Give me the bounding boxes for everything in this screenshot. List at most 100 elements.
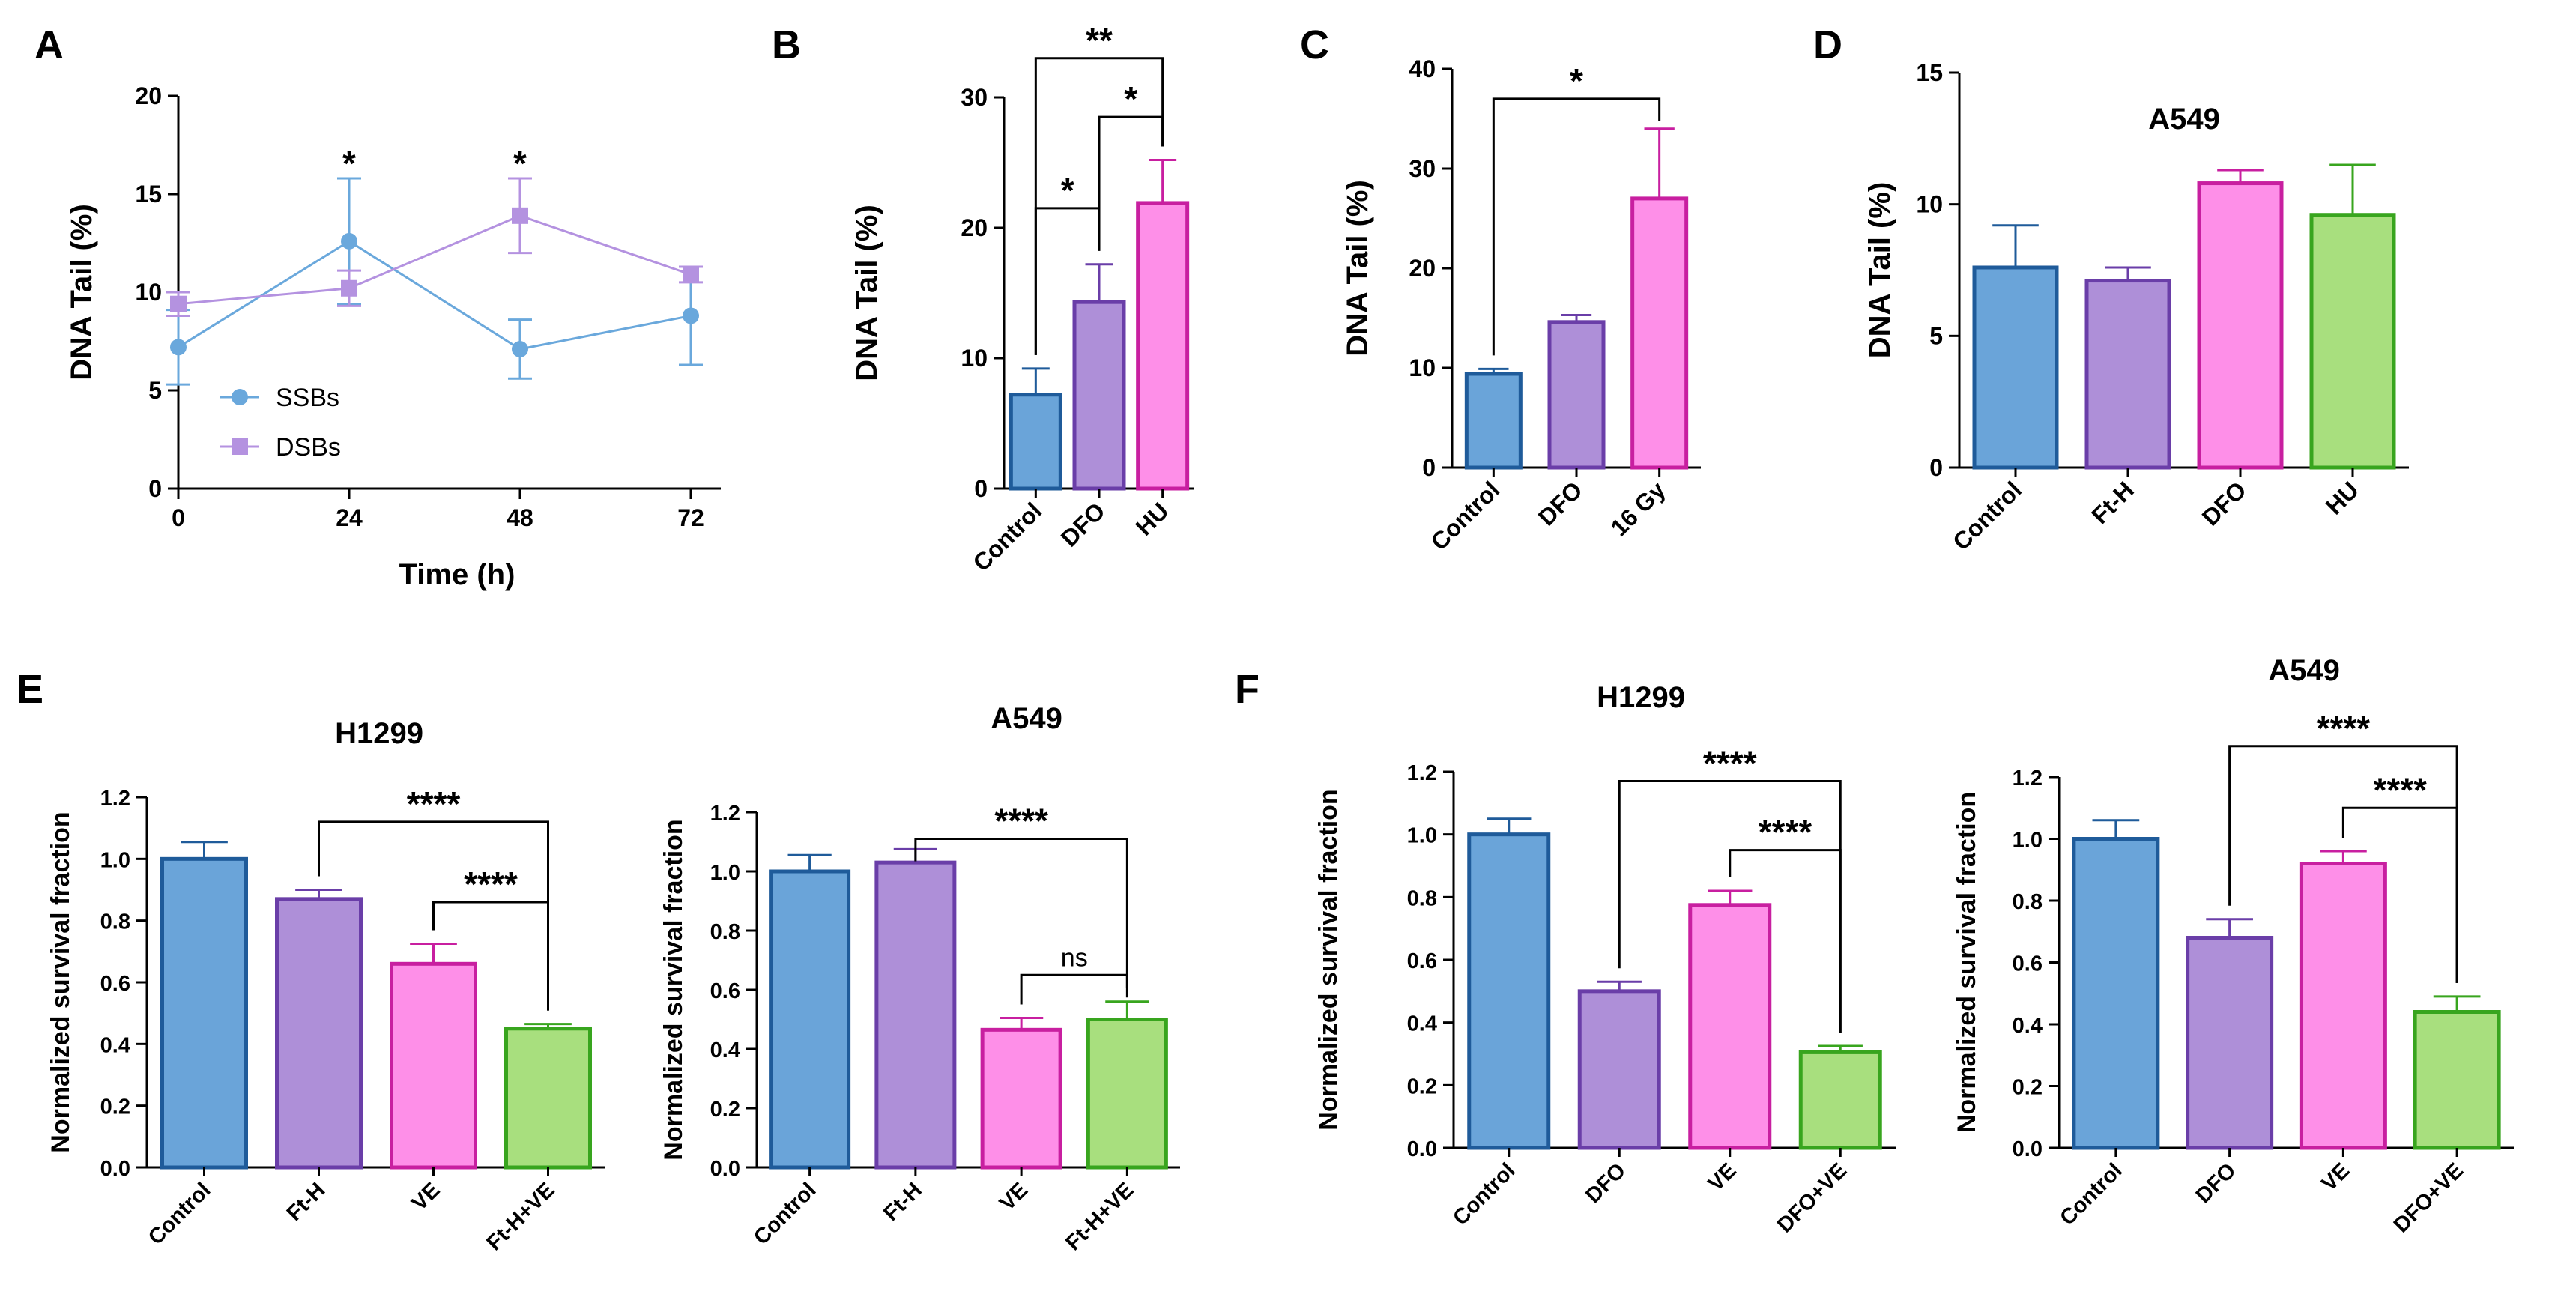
x-tick-label: DFO: [1056, 497, 1110, 551]
y-tick-label: 1.0: [1407, 824, 1437, 848]
y-tick-label: 0.4: [1407, 1012, 1437, 1036]
x-tick-label: VE: [1704, 1158, 1741, 1196]
panel-label: C: [1300, 22, 1329, 67]
bar-ft-h: [275, 897, 363, 1170]
y-tick-label: 0: [148, 475, 162, 502]
panel-e1: E H1299 0.0 0.2 0.4 0.6 0.8 1.0 1.2 Normalized su…: [16, 667, 605, 1255]
significance-label: **: [1086, 21, 1113, 60]
panel-label: E: [16, 667, 43, 712]
bar-control: [1464, 372, 1523, 470]
y-tick-label: 1.2: [100, 787, 130, 811]
significance-bracket: [2228, 745, 2458, 983]
y-tick-label: 5: [1929, 322, 1943, 349]
significance-bracket: [1034, 57, 1164, 355]
y-tick-label: 0.8: [710, 920, 740, 944]
x-tick-label: Control: [967, 497, 1047, 576]
significance-label: *: [1124, 79, 1137, 118]
y-tick-label: 0.2: [710, 1098, 740, 1122]
x-tick-label: Control: [1448, 1158, 1520, 1230]
panel-label: F: [1235, 667, 1260, 712]
y-tick-label: 1.2: [710, 802, 740, 826]
y-tick-label: 1.0: [710, 861, 740, 885]
x-tick-label: Ft-H+VE: [1061, 1178, 1138, 1255]
x-tick-label: Control: [2055, 1158, 2127, 1230]
y-tick-label: 1.0: [2013, 829, 2043, 853]
y-tick-label: 0.2: [2013, 1076, 2043, 1100]
y-tick-label: 20: [1409, 255, 1436, 282]
significance-label: ****: [407, 784, 461, 823]
significance-label: ****: [2317, 709, 2371, 748]
panel-f1: F H1299 0.0 0.2 0.4 0.6 0.8 1.0 1.2 Normalized su…: [1235, 667, 1896, 1238]
x-tick-label: VE: [995, 1178, 1032, 1215]
x-tick-label: 0: [172, 504, 185, 531]
data-point-dsbs: [170, 295, 187, 312]
y-tick-label: 0: [974, 475, 988, 502]
significance-label: *: [342, 144, 356, 183]
bar-ve: [390, 961, 477, 1170]
panel-a: A 0 5 10 15 20 DNA Tail (%) 0 24 48 72 Time (h) * * SS…: [34, 22, 721, 591]
y-tick-label: 40: [1409, 55, 1436, 82]
chart-title: H1299: [1597, 681, 1685, 714]
bar-ve: [2299, 862, 2387, 1150]
y-axis-label: DNA Tail (%): [1341, 180, 1374, 357]
x-tick-label: Ft-H: [282, 1178, 330, 1226]
y-tick-label: 0.6: [710, 979, 740, 1003]
bar-control: [160, 856, 248, 1170]
data-point-ssbs: [512, 340, 528, 357]
legend-marker: [232, 438, 248, 455]
bar-ft-h-ve: [504, 1027, 592, 1170]
bar-hu: [1136, 201, 1190, 491]
bar-hu: [2309, 213, 2396, 470]
y-tick-label: 0: [1422, 454, 1436, 481]
bar-dfo: [2197, 181, 2284, 470]
legend-item-ssbs: SSBs: [220, 384, 339, 412]
bar-dfo-ve: [2413, 1010, 2501, 1150]
significance-bracket: [1492, 97, 1661, 356]
series-line-ssbs: [178, 240, 692, 351]
panel-f2: A549 0.0 0.2 0.4 0.6 0.8 1.0 1.2 Normalized surv…: [1953, 654, 2514, 1238]
bar-control: [769, 869, 851, 1170]
y-tick-label: 15: [135, 181, 162, 208]
y-tick-label: 5: [148, 377, 162, 404]
chart-title: A549: [2148, 103, 2220, 136]
x-tick-label: VE: [407, 1178, 444, 1215]
y-tick-label: 10: [135, 279, 162, 306]
legend-label: SSBs: [276, 384, 339, 412]
y-tick-label: 1.2: [2013, 767, 2043, 790]
panel-label: B: [772, 22, 801, 67]
panel-label: A: [34, 22, 64, 67]
y-tick-label: 20: [135, 82, 162, 109]
legend-marker: [232, 389, 248, 405]
y-axis-label: DNA Tail (%): [65, 204, 98, 381]
bar-16-gy: [1630, 196, 1689, 470]
x-tick-label: DFO: [2197, 476, 2252, 530]
data-point-ssbs: [341, 232, 357, 250]
bar-ft-h-ve: [1086, 1018, 1168, 1170]
significance-label: ****: [1759, 813, 1812, 852]
bar-dfo: [1072, 300, 1126, 491]
x-tick-label: 48: [507, 504, 533, 531]
y-tick-label: 0.0: [100, 1157, 130, 1181]
y-tick-label: 0.0: [2013, 1137, 2043, 1161]
x-tick-label: 72: [677, 504, 704, 531]
y-tick-label: 0.8: [2013, 890, 2043, 914]
data-point-ssbs: [170, 339, 187, 356]
y-tick-label: 10: [1409, 354, 1436, 381]
bar-control: [1009, 393, 1062, 491]
x-tick-label: Ft-H+VE: [482, 1178, 559, 1255]
y-tick-label: 0.4: [100, 1033, 130, 1057]
y-tick-label: 0.8: [100, 910, 130, 934]
x-tick-label: VE: [2317, 1158, 2354, 1196]
y-tick-label: 30: [1409, 155, 1436, 182]
y-tick-label: 1.0: [100, 848, 130, 872]
panel-d: D A549 0 5 10 15 DNA Tail (%) Control Ft-H DFO HU: [1813, 22, 2409, 555]
x-tick-label: DFO: [1581, 1158, 1630, 1208]
y-tick-label: 0.4: [2013, 1014, 2043, 1038]
y-tick-label: 20: [961, 214, 988, 241]
y-tick-label: 0.2: [1407, 1074, 1437, 1098]
x-tick-label: Control: [749, 1178, 821, 1250]
significance-bracket: [1618, 780, 1842, 1033]
y-axis-label: Normalized survival fraction: [659, 819, 688, 1160]
